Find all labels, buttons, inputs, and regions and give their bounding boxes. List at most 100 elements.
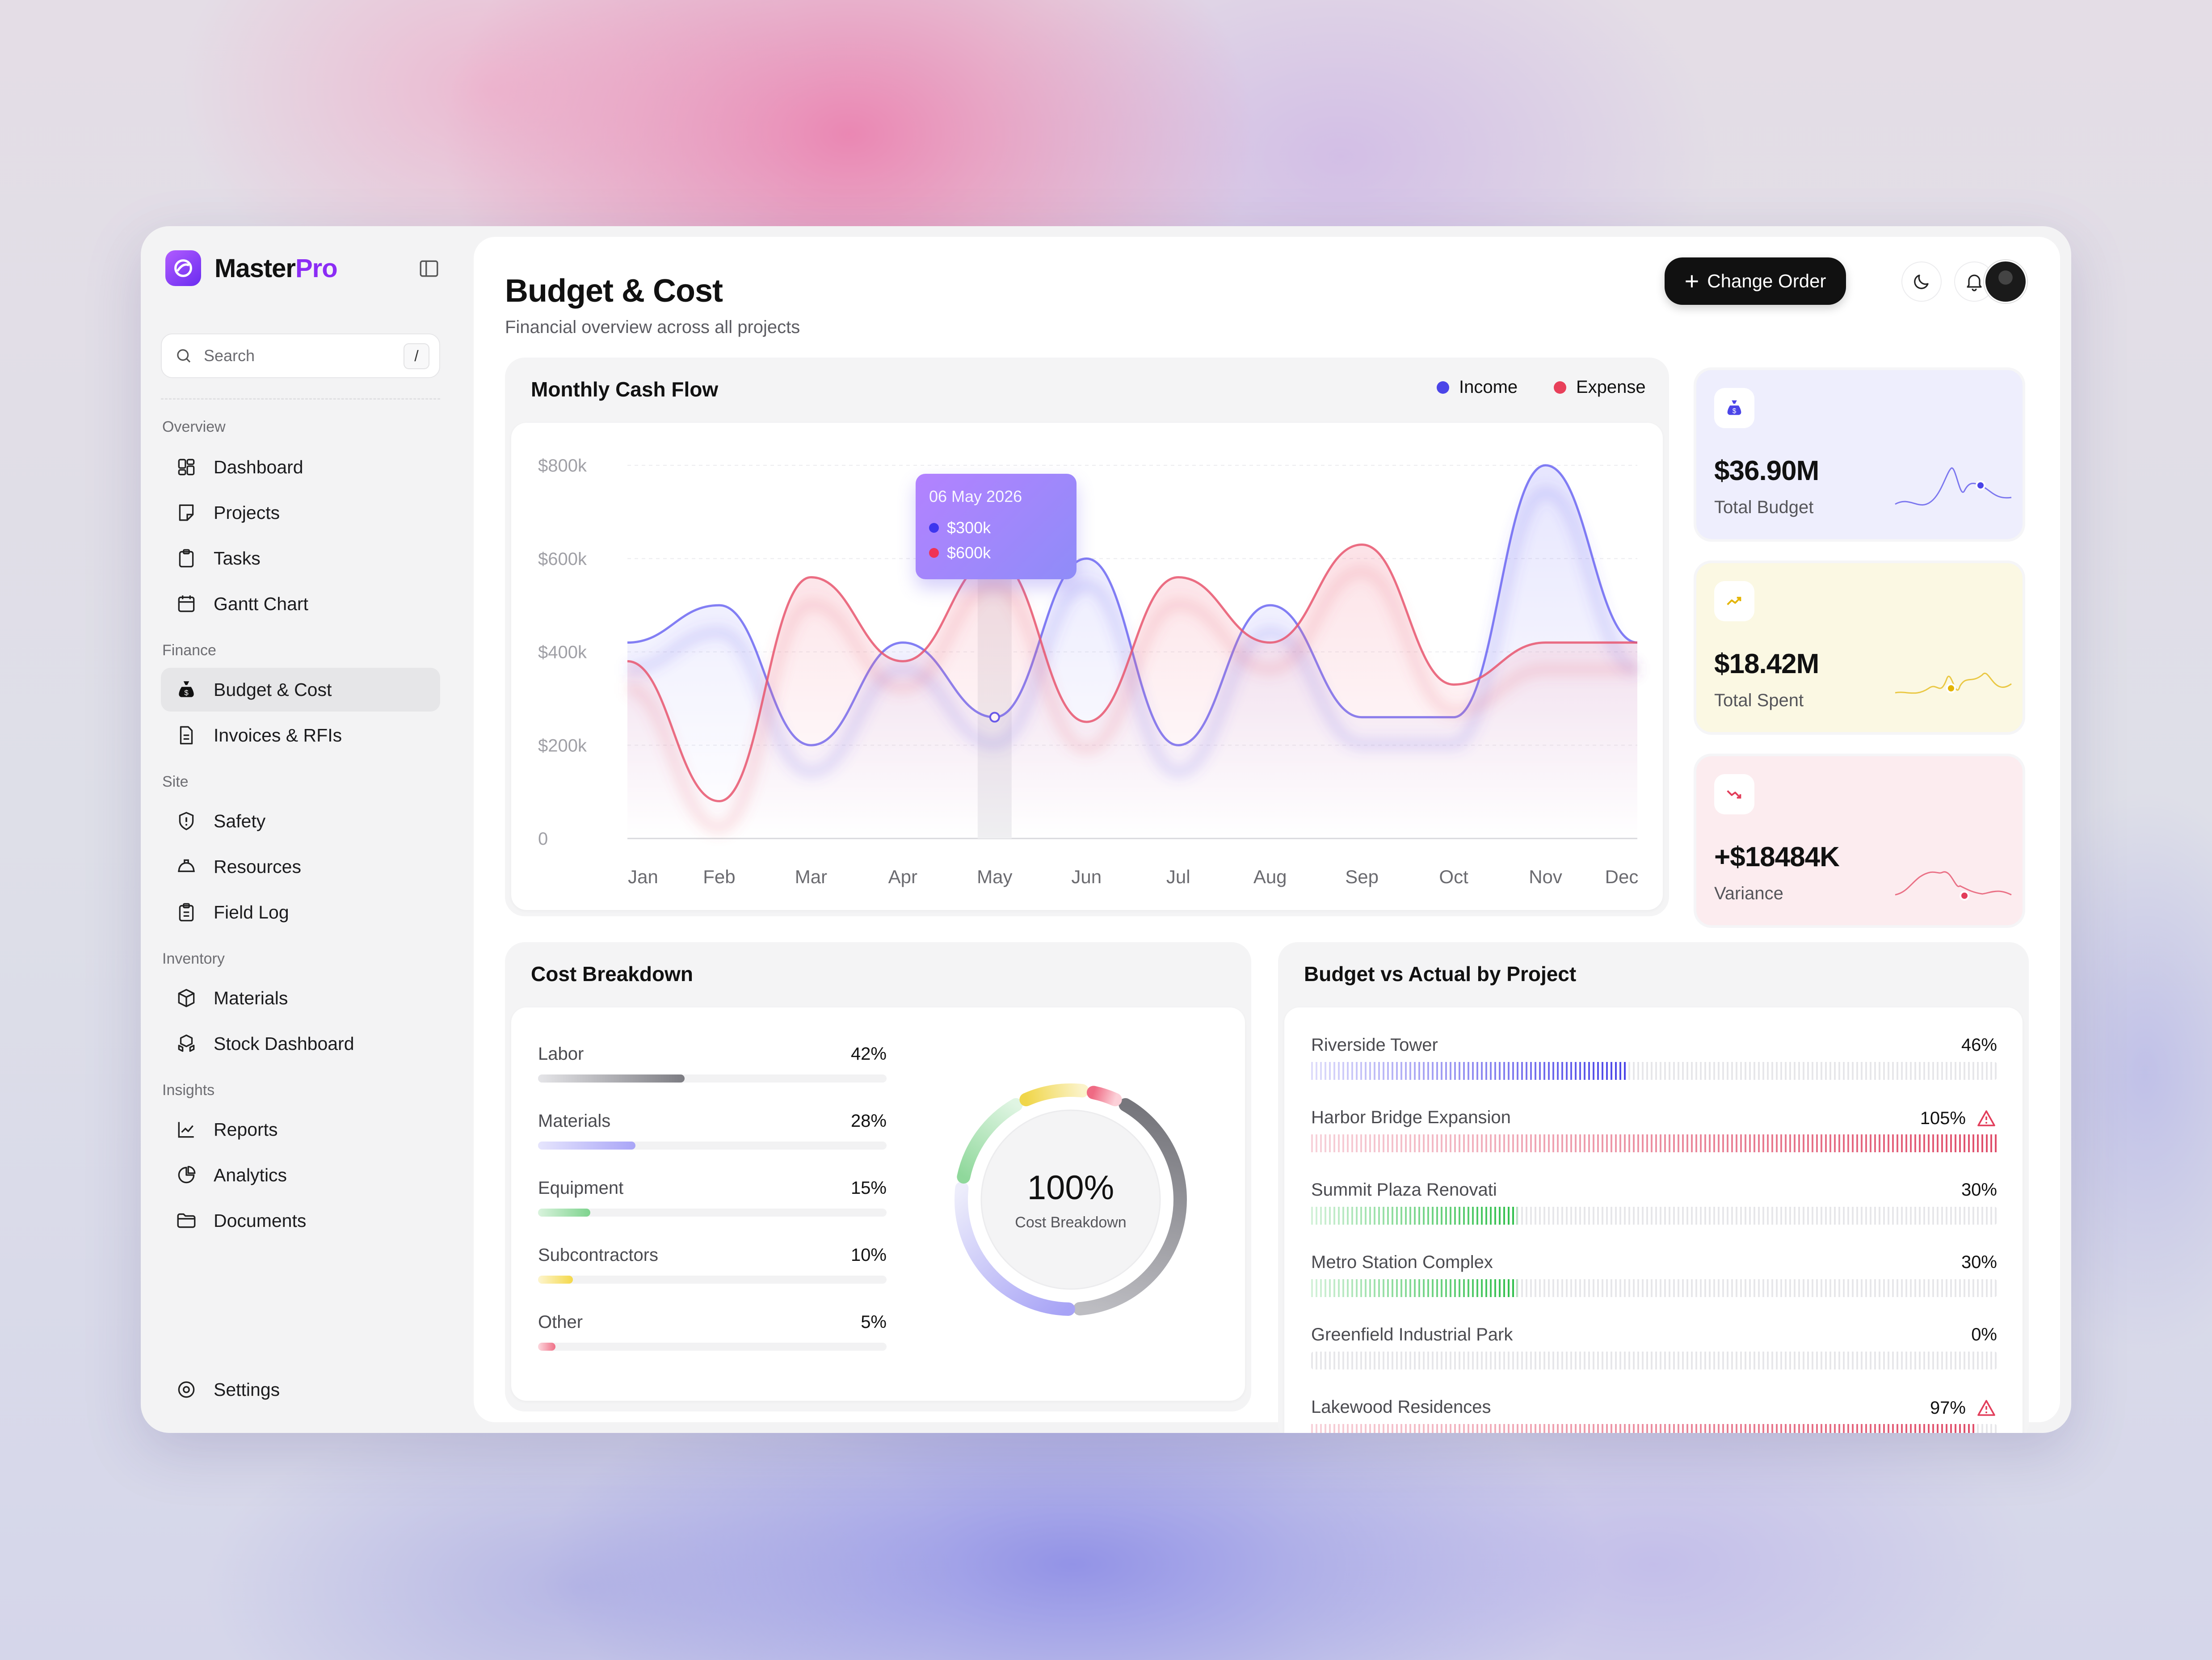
sidebar-item-projects[interactable]: Projects	[161, 491, 440, 535]
project-row[interactable]: Greenfield Industrial Park 0%	[1311, 1325, 1997, 1369]
y-tick-label: $800k	[538, 456, 587, 476]
cost-breakdown-title: Cost Breakdown	[531, 962, 693, 986]
sidebar-item-invoices[interactable]: Invoices & RFIs	[161, 713, 440, 757]
cost-row-track	[538, 1209, 887, 1217]
cost-row-fill	[538, 1074, 685, 1083]
projects-icon	[179, 504, 194, 521]
budget-vs-actual-title: Budget vs Actual by Project	[1304, 962, 1577, 986]
project-pct: 30%	[1961, 1252, 1997, 1272]
project-row[interactable]: Lakewood Residences 97%	[1311, 1397, 1997, 1433]
stat-label: Total Budget	[1714, 497, 1814, 517]
nav-label: Reports	[214, 1119, 278, 1140]
cost-row-pct: 10%	[850, 1245, 887, 1265]
brand[interactable]: MasterPro	[165, 250, 338, 286]
sparkline	[1895, 467, 2012, 506]
donut-center-value: 100%	[1027, 1169, 1114, 1207]
legend-income[interactable]: Income	[1437, 377, 1518, 397]
donut-segment-labor[interactable]	[1073, 1098, 1187, 1316]
y-tick-label: $400k	[538, 643, 587, 662]
project-pct-value: 105%	[1920, 1108, 1966, 1128]
stat-card-total-budget[interactable]: $ $36.90M Total Budget	[1694, 367, 2025, 542]
project-fill	[1311, 1062, 1627, 1080]
theme-toggle-button[interactable]	[1901, 261, 1942, 302]
sidebar-item-tasks[interactable]: Tasks	[161, 536, 440, 580]
sidebar-item-stock-dashboard[interactable]: Stock Dashboard	[161, 1022, 440, 1066]
nav-label: Invoices & RFIs	[214, 725, 342, 746]
project-pct: 0%	[1971, 1325, 1997, 1345]
nav-label: Projects	[214, 502, 280, 523]
section-inventory: Inventory	[162, 950, 225, 967]
cost-row-name: Materials	[538, 1111, 611, 1131]
donut-segment-other[interactable]	[1086, 1086, 1122, 1107]
series-glow-expense	[627, 565, 1637, 834]
x-tick-label: Dec	[1605, 866, 1639, 887]
svg-text:$: $	[184, 689, 188, 697]
search-input[interactable]: Search /	[161, 333, 440, 378]
project-row[interactable]: Riverside Tower 46%	[1311, 1035, 1997, 1080]
tooltip-income: $300k	[929, 518, 1063, 537]
main-panel: Budget & Cost Financial overview across …	[474, 237, 2060, 1433]
project-pct: 46%	[1961, 1035, 1997, 1055]
moon-icon	[1914, 274, 1929, 289]
sidebar-item-documents[interactable]: Documents	[161, 1199, 440, 1243]
avatar[interactable]	[1984, 260, 2027, 303]
y-tick-label: 0	[538, 829, 548, 849]
project-pct-value: 97%	[1930, 1398, 1966, 1418]
x-tick-label: Apr	[888, 866, 917, 887]
money-bag-icon: $	[1727, 400, 1741, 415]
project-row[interactable]: Harbor Bridge Expansion 105%	[1311, 1108, 1997, 1152]
y-tick-label: $200k	[538, 736, 587, 755]
x-tick-label: Feb	[703, 866, 735, 887]
x-tick-label: May	[977, 866, 1012, 887]
plus-icon: +	[1684, 267, 1699, 295]
brand-name: MasterPro	[214, 253, 338, 283]
tooltip-expense: $600k	[929, 544, 1063, 562]
project-name: Harbor Bridge Expansion	[1311, 1108, 1511, 1127]
legend-expense[interactable]: Expense	[1554, 377, 1646, 397]
x-tick-label: Sep	[1345, 866, 1379, 887]
app-window: MasterPro Search / Overview Dashboard Pr…	[141, 226, 2071, 1433]
sparkline	[1895, 871, 2012, 901]
sidebar-item-budget-cost[interactable]: $ Budget & Cost	[161, 668, 440, 712]
sidebar-item-resources[interactable]: Resources	[161, 845, 440, 889]
sidebar-item-materials[interactable]: Materials	[161, 976, 440, 1020]
sidebar-item-reports[interactable]: Reports	[161, 1108, 440, 1151]
stat-card-variance[interactable]: +$18484K Variance	[1694, 754, 2025, 928]
legend-label: Expense	[1576, 377, 1646, 397]
bell-icon	[1967, 274, 1982, 291]
project-name: Riverside Tower	[1311, 1035, 1438, 1055]
project-track	[1311, 1207, 1997, 1225]
sidebar-item-dashboard[interactable]: Dashboard	[161, 445, 440, 489]
trend-down-icon	[1727, 790, 1741, 799]
donut-segment-materials[interactable]	[955, 1181, 1075, 1316]
sidebar-item-analytics[interactable]: Analytics	[161, 1153, 440, 1197]
donut-segment-equipment[interactable]	[957, 1098, 1023, 1184]
stat-icon-box: $	[1714, 388, 1754, 428]
project-row[interactable]: Summit Plaza Renovati 30%	[1311, 1180, 1997, 1225]
x-tick-label: Mar	[795, 866, 827, 887]
nav-label: Field Log	[214, 902, 289, 923]
project-pct-value: 30%	[1961, 1180, 1997, 1200]
clipboard-list-icon	[179, 903, 194, 922]
stat-icon-box	[1714, 774, 1754, 814]
sidebar-toggle-icon[interactable]	[418, 257, 440, 280]
series-line-expense[interactable]	[627, 543, 1637, 803]
sidebar-item-gantt-chart[interactable]: Gantt Chart	[161, 582, 440, 626]
project-track	[1311, 1134, 1997, 1152]
cost-row: Labor 42%	[538, 1044, 887, 1083]
money-bag-icon: $	[179, 681, 194, 697]
change-order-button[interactable]: + Change Order	[1665, 257, 1846, 305]
project-fill	[1311, 1207, 1517, 1225]
donut-segment-subcontractors[interactable]	[1019, 1083, 1089, 1107]
project-row[interactable]: Metro Station Complex 30%	[1311, 1252, 1997, 1297]
project-fill	[1311, 1424, 1977, 1433]
sidebar-item-settings[interactable]: Settings	[161, 1368, 440, 1411]
sidebar-item-field-log[interactable]: Field Log	[161, 890, 440, 934]
cost-row-name: Equipment	[538, 1178, 624, 1198]
stat-card-total-spent[interactable]: $18.42M Total Spent	[1694, 560, 2025, 735]
change-order-label: Change Order	[1707, 270, 1826, 291]
cash-flow-title: Monthly Cash Flow	[531, 378, 719, 401]
sidebar-item-safety[interactable]: Safety	[161, 799, 440, 843]
donut-inner	[980, 1109, 1161, 1290]
cost-row-fill	[538, 1142, 636, 1150]
